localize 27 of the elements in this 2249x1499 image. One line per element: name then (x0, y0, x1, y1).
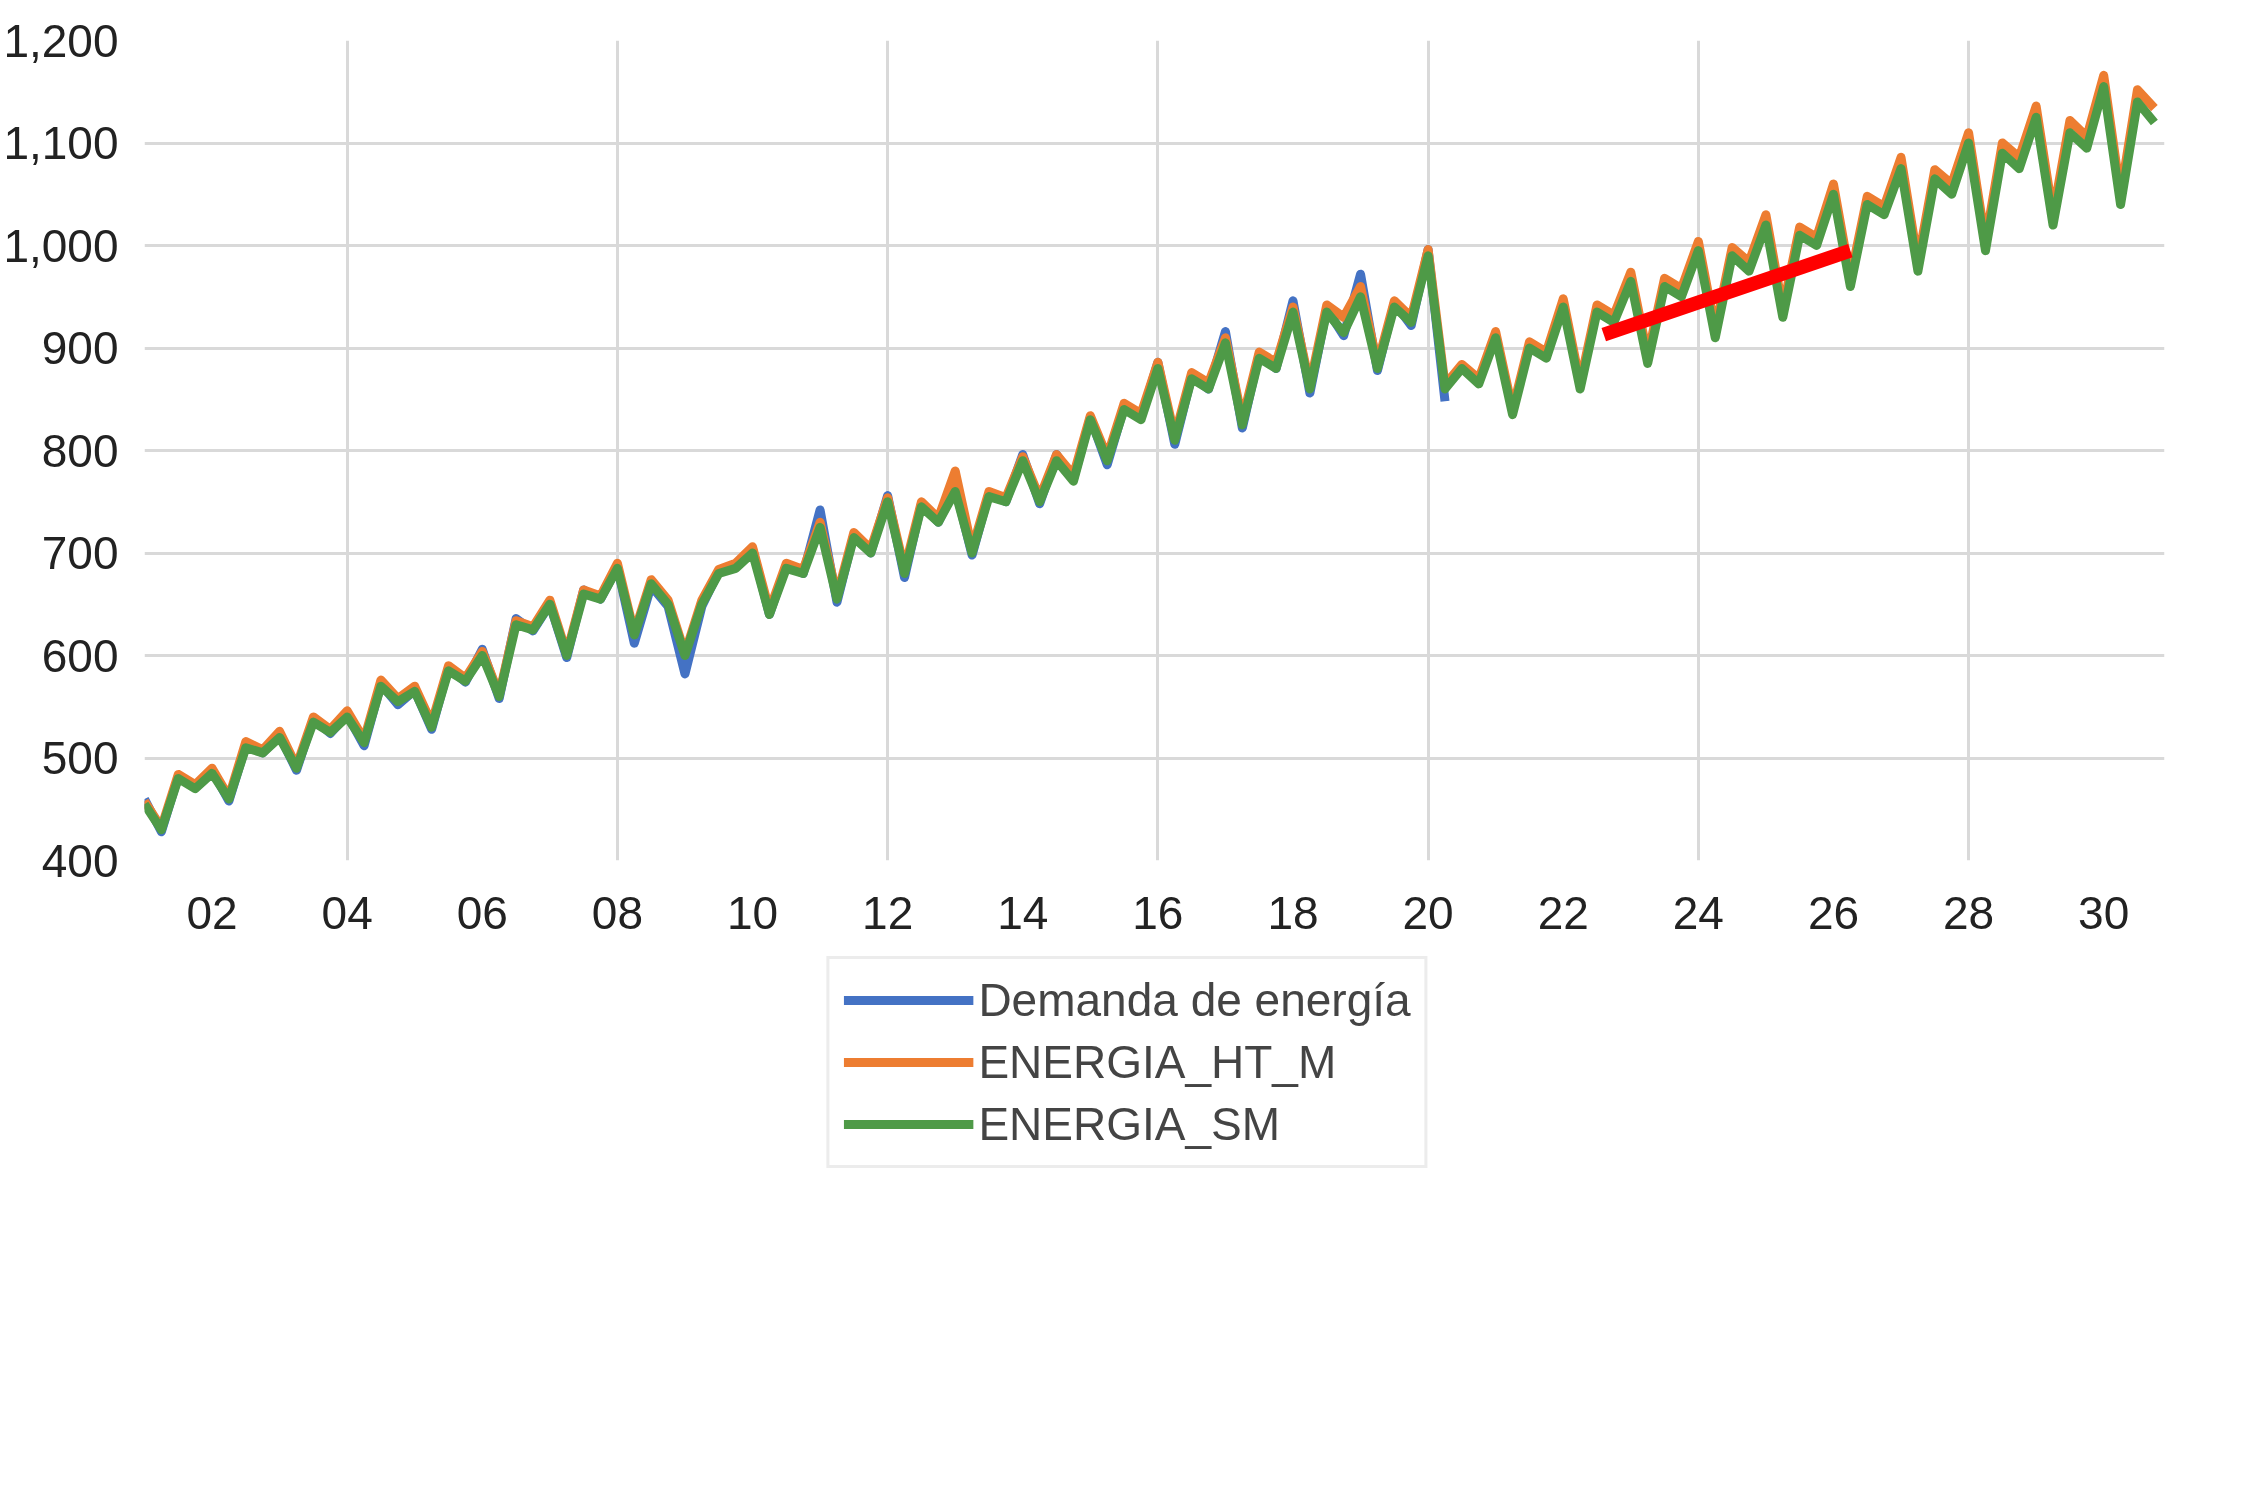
x-tick-label: 24 (1672, 886, 1724, 939)
y-tick-label: 700 (41, 527, 119, 579)
x-tick-label: 02 (186, 886, 238, 939)
y-tick-label: 800 (41, 424, 119, 477)
x-tick-label: 04 (321, 886, 373, 939)
legend-label: Demanda de energía (978, 973, 1411, 1027)
x-tick-label: 18 (1267, 886, 1319, 939)
y-tick-label: 1,000 (3, 219, 119, 272)
x-tick-label: 22 (1537, 886, 1589, 939)
x-tick-label: 28 (1943, 886, 1995, 939)
y-tick-label: 400 (41, 834, 119, 887)
x-tick-label: 30 (2078, 886, 2130, 939)
y-tick-label: 600 (41, 629, 119, 682)
y-tick-label: 500 (41, 732, 119, 784)
x-tick-label: 08 (591, 886, 643, 939)
legend-label: ENERGIA_SM (978, 1097, 1281, 1151)
y-tick-label: 1,100 (3, 117, 119, 169)
x-tick-label: 20 (1402, 886, 1454, 939)
y-tick-label: 1,200 (3, 14, 119, 67)
x-tick-label: 16 (1132, 886, 1184, 939)
x-tick-label: 10 (726, 886, 779, 939)
legend-label: ENERGIA_HT_M (978, 1035, 1337, 1089)
x-tick-label: 12 (862, 886, 914, 939)
x-tick-label: 26 (1807, 886, 1860, 939)
x-tick-label: 06 (456, 886, 508, 939)
y-tick-label: 900 (41, 322, 119, 374)
x-tick-label: 14 (997, 886, 1049, 939)
